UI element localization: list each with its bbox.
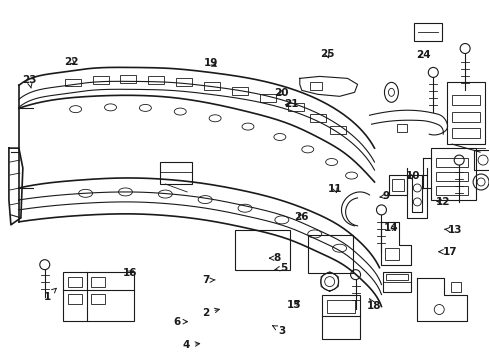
Bar <box>322 294 360 339</box>
Bar <box>384 272 412 292</box>
Bar <box>387 274 408 280</box>
Bar <box>204 82 220 90</box>
Bar <box>65 78 81 86</box>
Bar <box>308 235 353 273</box>
Bar <box>148 76 164 84</box>
Bar <box>260 94 276 102</box>
Text: 25: 25 <box>320 49 334 59</box>
Text: 21: 21 <box>284 99 298 109</box>
Bar <box>392 179 404 191</box>
Text: 1: 1 <box>44 288 56 302</box>
Text: 9: 9 <box>380 191 390 201</box>
Text: 13: 13 <box>445 225 462 235</box>
Bar <box>452 95 480 105</box>
Text: 26: 26 <box>294 212 308 221</box>
Text: 23: 23 <box>22 75 37 88</box>
Bar <box>451 282 461 292</box>
Text: 17: 17 <box>439 247 457 257</box>
Bar <box>415 23 442 41</box>
Text: 4: 4 <box>183 340 199 350</box>
Text: 5: 5 <box>275 263 288 273</box>
Bar <box>288 103 304 111</box>
Text: 11: 11 <box>328 184 343 194</box>
Bar <box>68 276 82 287</box>
Bar <box>386 248 399 260</box>
Bar <box>68 293 82 303</box>
Bar <box>310 114 326 122</box>
Bar <box>452 128 480 138</box>
Text: 10: 10 <box>406 171 420 181</box>
Text: 14: 14 <box>384 224 399 233</box>
Text: 18: 18 <box>367 298 382 311</box>
Bar <box>330 126 345 134</box>
Bar <box>431 148 476 200</box>
Bar <box>447 82 485 144</box>
Bar <box>327 300 355 314</box>
Text: 20: 20 <box>274 88 289 98</box>
Text: 12: 12 <box>436 197 450 207</box>
Bar <box>390 175 407 195</box>
Bar <box>160 162 192 184</box>
Bar <box>91 293 104 303</box>
Bar <box>474 150 490 170</box>
Text: 19: 19 <box>204 58 218 68</box>
Bar <box>176 78 192 86</box>
Text: 22: 22 <box>65 57 79 67</box>
Text: 2: 2 <box>202 308 220 318</box>
Bar <box>93 76 108 84</box>
Bar <box>310 82 322 90</box>
Bar <box>63 272 134 321</box>
Text: 24: 24 <box>416 50 431 60</box>
Bar <box>436 158 468 167</box>
Bar <box>436 172 468 181</box>
Bar <box>121 76 136 84</box>
Text: 7: 7 <box>202 275 215 285</box>
Bar <box>232 87 248 95</box>
Bar <box>397 124 407 132</box>
Bar <box>91 276 104 287</box>
Bar <box>452 112 480 122</box>
Text: 15: 15 <box>287 300 301 310</box>
Text: 3: 3 <box>272 325 285 336</box>
Text: 6: 6 <box>173 317 188 327</box>
Bar <box>235 230 290 270</box>
Text: 8: 8 <box>270 253 280 263</box>
Text: 16: 16 <box>123 267 138 278</box>
Bar <box>436 186 468 195</box>
